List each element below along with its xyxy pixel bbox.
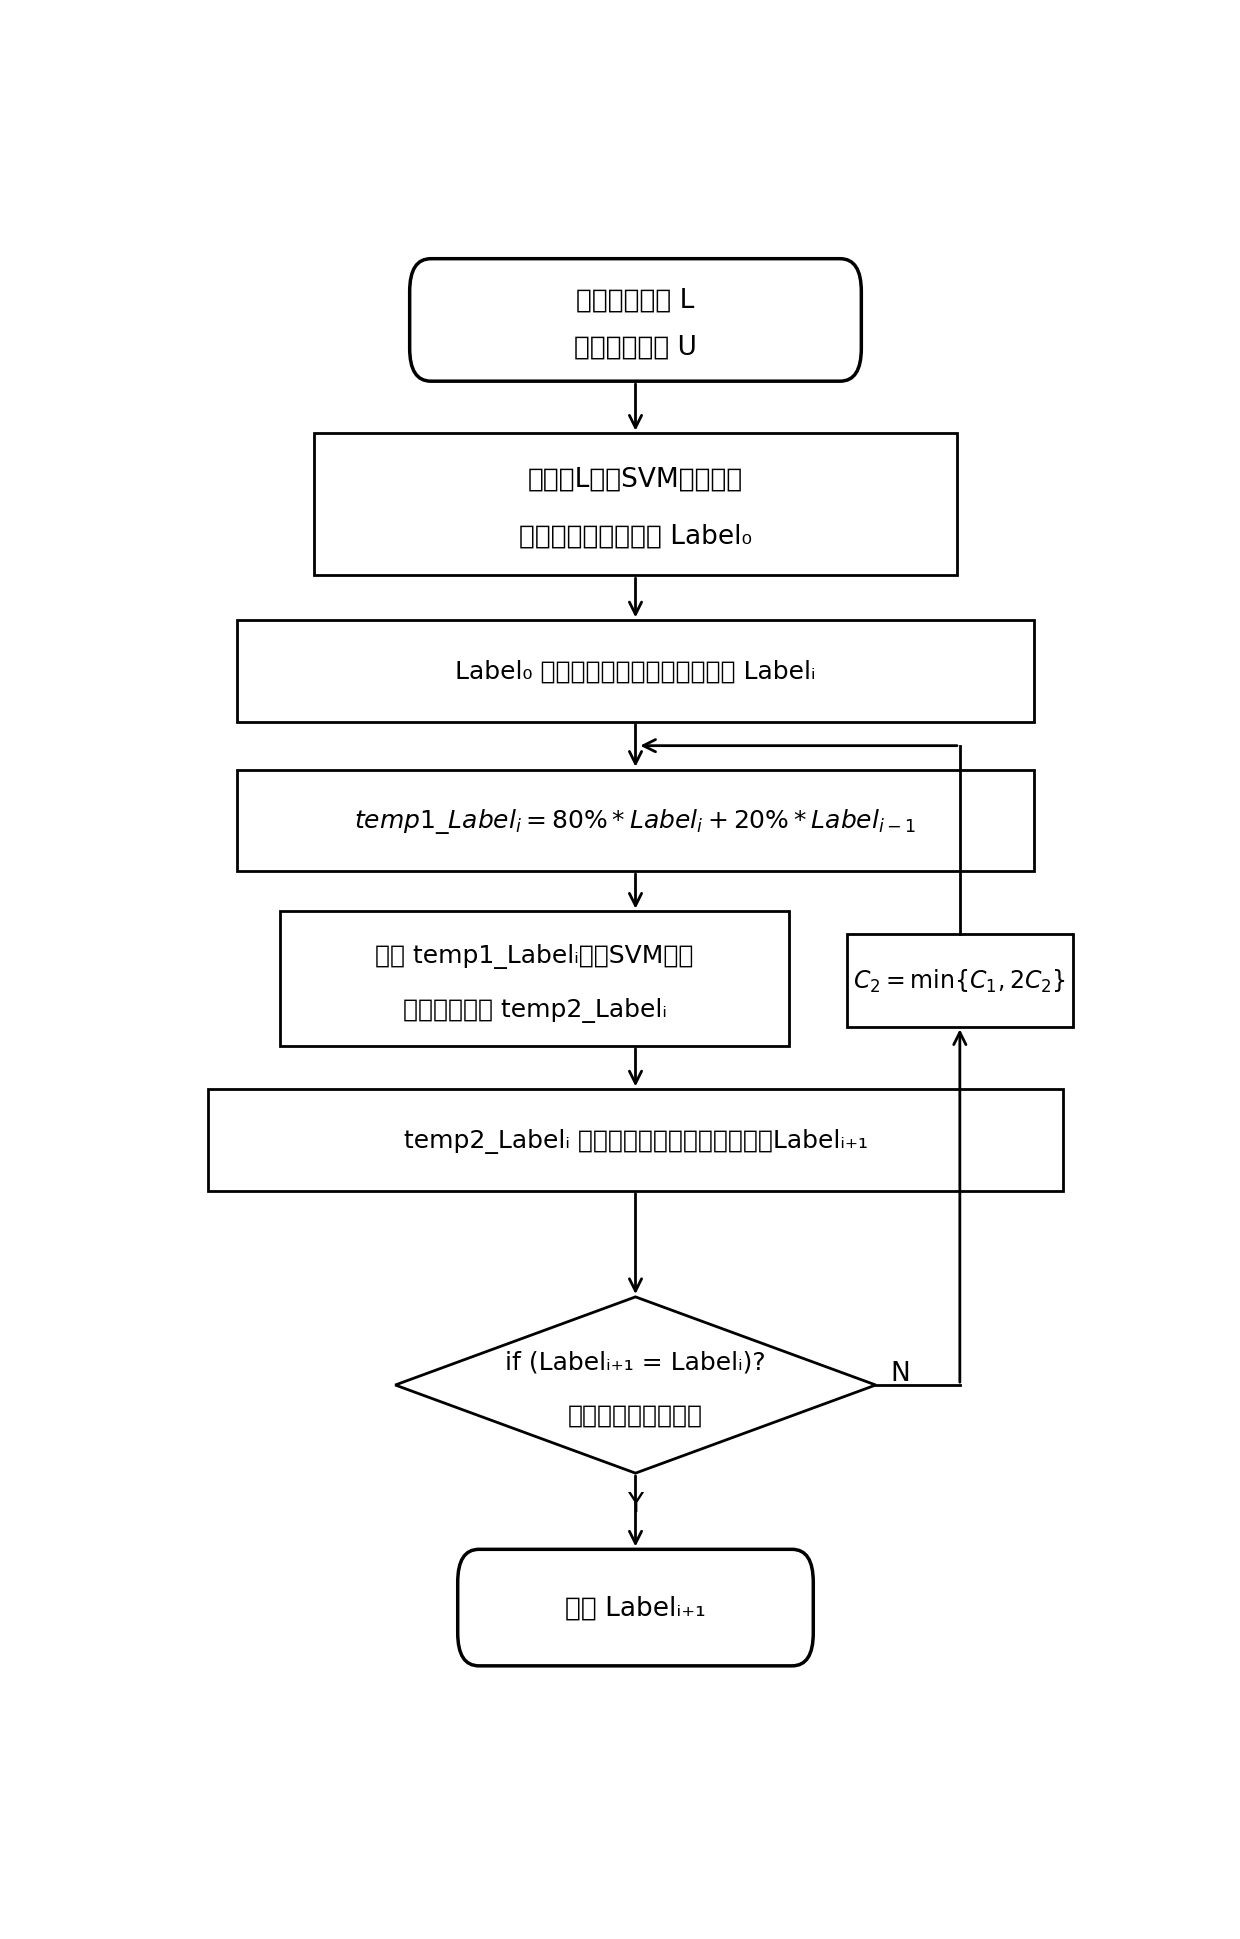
Text: Y: Y xyxy=(627,1491,644,1518)
Bar xyxy=(314,434,957,576)
FancyBboxPatch shape xyxy=(458,1549,813,1666)
Text: 或达到最大迭代次数: 或达到最大迭代次数 xyxy=(568,1404,703,1427)
Text: $temp1\_Label_i = 80\%*Label_i + 20\%*Label_{i-1}$: $temp1\_Label_i = 80\%*Label_i + 20\%*La… xyxy=(355,807,916,836)
Text: 无标签测试集 U: 无标签测试集 U xyxy=(574,335,697,361)
Text: temp2_Labelᵢ 按照置信度结果重新判定得到Labelᵢ₊₁: temp2_Labelᵢ 按照置信度结果重新判定得到Labelᵢ₊₁ xyxy=(403,1128,868,1154)
Text: 输出 Labelᵢ₊₁: 输出 Labelᵢ₊₁ xyxy=(565,1594,706,1621)
Text: if (Labelᵢ₊₁ = Labelᵢ)?: if (Labelᵢ₊₁ = Labelᵢ)? xyxy=(505,1350,766,1373)
Text: 使用 temp1_Labelᵢ进行SVM训练: 使用 temp1_Labelᵢ进行SVM训练 xyxy=(376,944,694,970)
Text: 得到样本标签 temp2_Labelᵢ: 得到样本标签 temp2_Labelᵢ xyxy=(403,997,667,1022)
Text: 有标签训练集 L: 有标签训练集 L xyxy=(577,287,694,312)
FancyBboxPatch shape xyxy=(409,260,862,382)
Bar xyxy=(208,1090,1063,1191)
Bar xyxy=(237,620,1034,723)
Bar xyxy=(280,911,789,1047)
Text: Label₀ 按照置信度结果重新判定得到 Labelᵢ: Label₀ 按照置信度结果重新判定得到 Labelᵢ xyxy=(455,659,816,684)
Text: 测得到样本标签集合 Label₀: 测得到样本标签集合 Label₀ xyxy=(520,524,751,549)
Text: N: N xyxy=(890,1361,910,1386)
Bar xyxy=(847,935,1073,1028)
Polygon shape xyxy=(396,1297,875,1474)
Text: $C_2 = \min\{C_1, 2C_2\}$: $C_2 = \min\{C_1, 2C_2\}$ xyxy=(853,968,1066,995)
Bar xyxy=(237,770,1034,873)
Text: 训练集L进行SVM训练，预: 训练集L进行SVM训练，预 xyxy=(528,467,743,493)
